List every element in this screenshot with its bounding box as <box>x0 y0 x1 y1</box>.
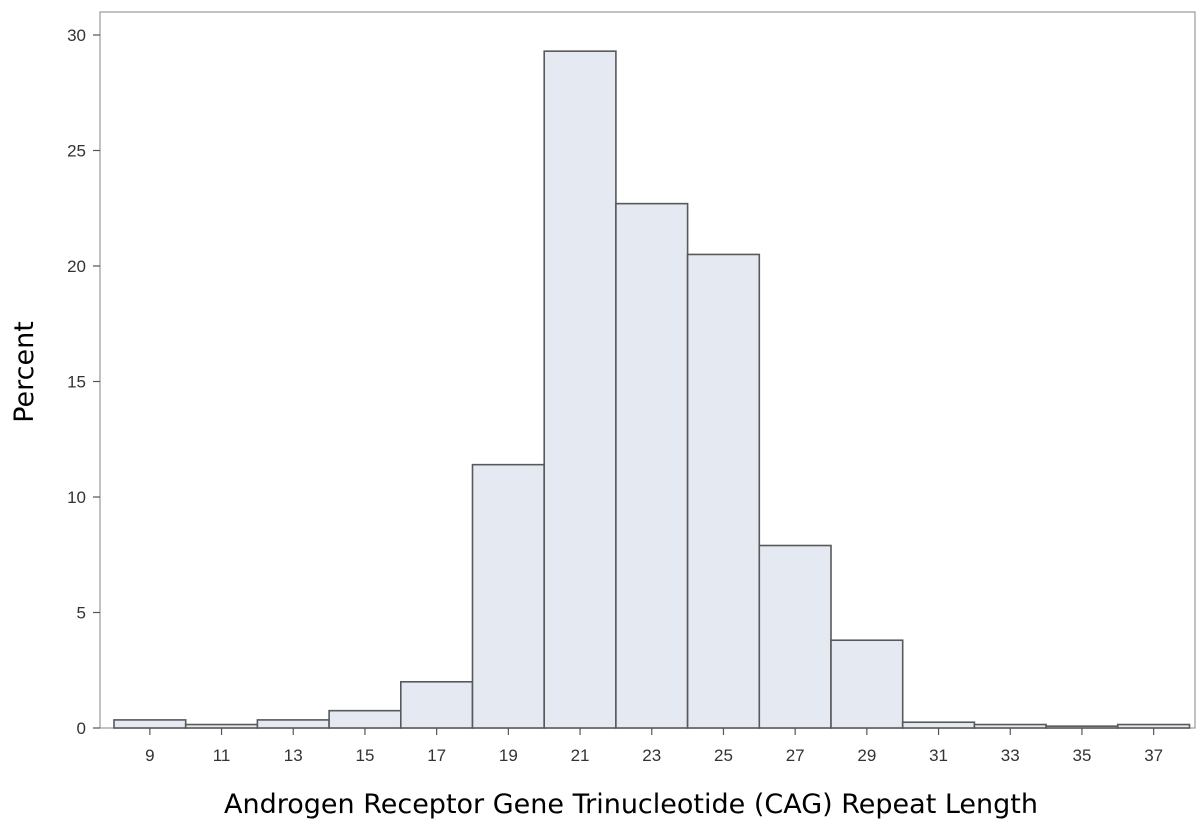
y-axis-title: Percent <box>9 321 40 423</box>
bar-23 <box>615 202 689 729</box>
bar-11 <box>184 723 259 729</box>
x-axis: 9 11 13 15 17 19 21 23 25 27 29 31 33 35 37 <box>145 728 1163 765</box>
x-axis-title: Androgen Receptor Gene Trinucleotide (CA… <box>224 789 1038 820</box>
y-tick-label-30: 30 <box>67 26 86 45</box>
y-tick-label-5: 5 <box>77 604 86 623</box>
x-tick-label-21: 21 <box>571 746 590 765</box>
bar-27 <box>758 544 832 729</box>
x-tick-label-17: 17 <box>427 746 446 765</box>
bar-35 <box>1045 725 1119 729</box>
bar-17 <box>399 680 474 729</box>
x-tick-label-23: 23 <box>642 746 661 765</box>
x-tick-label-13: 13 <box>284 746 303 765</box>
y-tick-label-15: 15 <box>67 373 86 392</box>
bar-21 <box>543 50 617 729</box>
y-tick-label-25: 25 <box>67 142 86 161</box>
bar-37 <box>1117 723 1191 729</box>
bar-33 <box>973 723 1047 729</box>
y-tick-label-10: 10 <box>67 488 86 507</box>
bar-31 <box>901 721 976 729</box>
y-tick-label-0: 0 <box>77 719 86 738</box>
bar-29 <box>830 639 904 729</box>
bar-15 <box>328 709 402 729</box>
bars-group <box>113 50 1191 729</box>
y-tick-label-20: 20 <box>67 257 86 276</box>
bar-25 <box>686 253 761 729</box>
bar-9 <box>113 719 187 729</box>
x-tick-label-9: 9 <box>145 746 154 765</box>
x-tick-label-27: 27 <box>786 746 805 765</box>
x-tick-label-31: 31 <box>929 746 948 765</box>
x-tick-label-35: 35 <box>1072 746 1091 765</box>
x-tick-label-15: 15 <box>355 746 374 765</box>
x-tick-label-19: 19 <box>499 746 518 765</box>
x-tick-label-25: 25 <box>714 746 733 765</box>
x-tick-label-29: 29 <box>857 746 876 765</box>
bar-13 <box>256 719 330 729</box>
y-axis: 0 5 10 15 20 25 30 <box>67 26 100 738</box>
x-tick-label-33: 33 <box>1001 746 1020 765</box>
x-tick-label-37: 37 <box>1144 746 1163 765</box>
bar-19 <box>471 463 545 729</box>
x-tick-label-11: 11 <box>213 746 231 765</box>
